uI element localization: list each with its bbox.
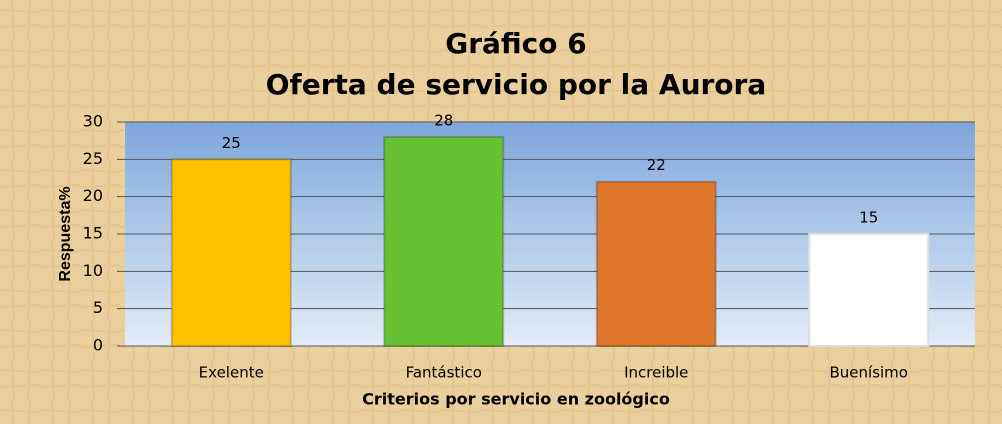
y-tick-label: 15 [83,224,103,243]
y-tick-label: 10 [83,261,103,280]
x-tick-label: Increible [624,364,688,382]
bar [595,180,717,347]
x-axis-label: Criterios por servicio en zoológico [362,390,670,409]
data-label: 15 [859,209,878,227]
chart-title: Gráfico 6 [445,27,587,60]
x-tick-label: Buenísimo [830,364,908,382]
bar [170,158,292,347]
y-tick-label: 30 [83,112,103,131]
x-tick-label: Fantástico [406,364,482,382]
y-axis-label: Respuesta% [57,186,74,281]
bar [808,233,930,347]
y-tick-label: 5 [93,298,103,317]
y-tick-label: 0 [93,336,103,355]
bar [383,135,505,347]
data-label: 22 [647,156,666,174]
x-tick-label: Exelente [199,364,264,382]
y-tick-label: 20 [83,186,103,205]
chart-subtitle: Oferta de servicio por la Aurora [266,68,767,101]
y-tick-label: 25 [83,149,103,168]
data-label: 28 [434,111,453,129]
data-label: 25 [222,134,241,152]
